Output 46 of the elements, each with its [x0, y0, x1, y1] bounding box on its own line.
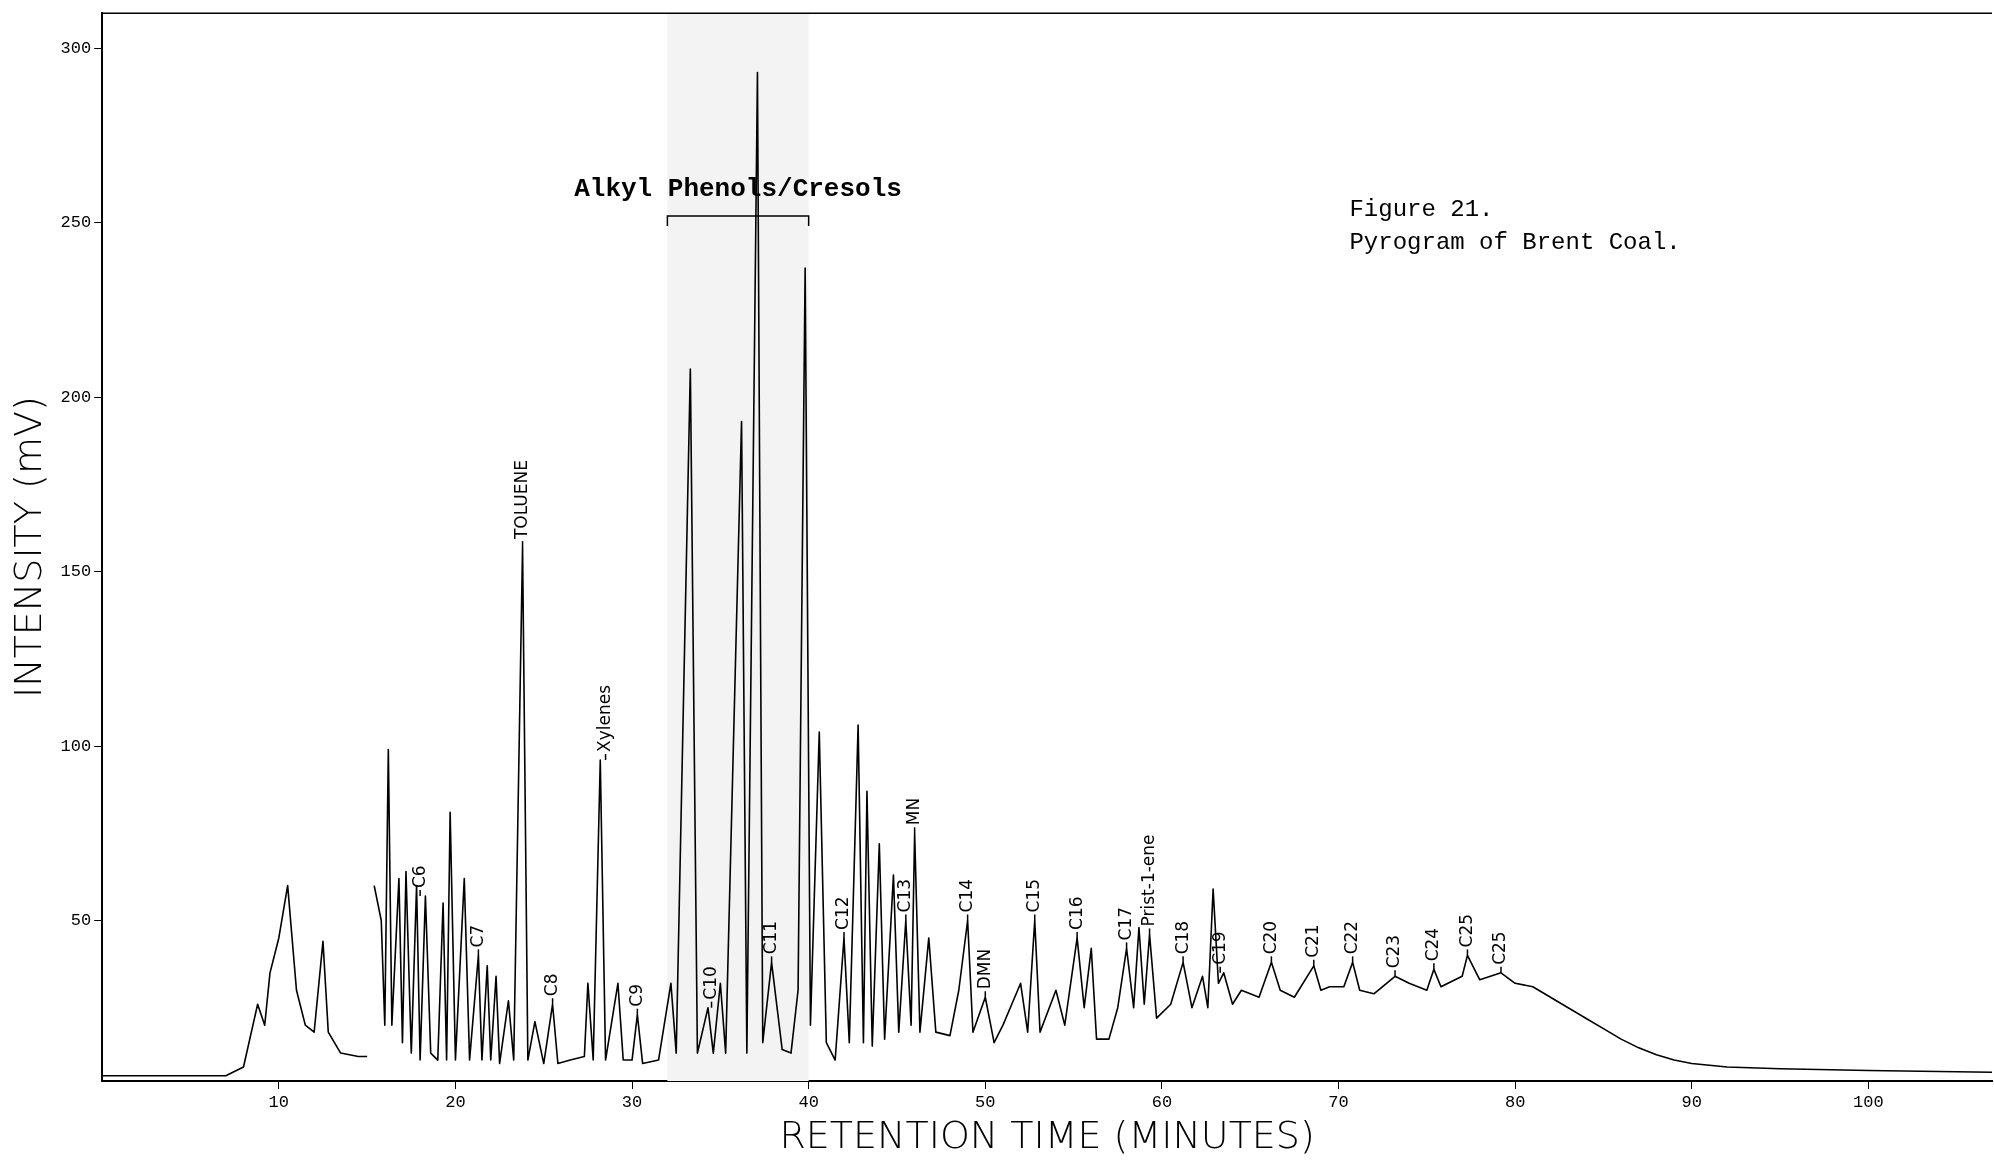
annotation: MN [903, 797, 924, 826]
annotation: C10 [699, 966, 720, 1000]
x-tick-label: 90 [1681, 1092, 1702, 1112]
annotation: DMN [973, 948, 994, 990]
annotation: C17 [1115, 906, 1135, 941]
annotation: C25 [1455, 913, 1476, 948]
x-tick-label: 100 [1853, 1092, 1884, 1112]
x-tick-label: 80 [1504, 1092, 1526, 1112]
x-tick-label: 70 [1328, 1092, 1349, 1112]
annotation: C23 [1383, 934, 1404, 969]
y-tick-label: 250 [60, 213, 92, 233]
annotation: C21 [1302, 924, 1323, 958]
annotation: C16 [1065, 896, 1086, 930]
x-axis-title: RETENTION TIME (MINUTES) [779, 1113, 1315, 1158]
annotation: C13 [894, 878, 915, 913]
text: Pyrogram of Brent Coal. [1349, 229, 1681, 257]
x-tick-label: 50 [975, 1092, 996, 1112]
annotation: C19 [1208, 931, 1229, 965]
annotation: C14 [956, 878, 977, 913]
annotation: C12 [832, 896, 853, 930]
annotation: C24 [1422, 927, 1443, 962]
x-tick-label: 20 [445, 1092, 466, 1112]
x-tick-label: 60 [1151, 1092, 1173, 1112]
annotation: C15 [1023, 878, 1044, 913]
y-axis-title: INTENSITY (mV) [5, 396, 50, 698]
annotation: C8 [541, 973, 561, 997]
x-tick-label: 40 [798, 1092, 819, 1112]
annotation: C6 [408, 865, 429, 889]
text: Figure 21. [1349, 196, 1494, 224]
y-tick-label: 300 [60, 38, 92, 58]
annotation: C25 [1489, 931, 1510, 965]
annotation: Xylenes [593, 684, 614, 752]
y-tick-label: 200 [60, 387, 92, 407]
y-tick-label: 150 [60, 562, 92, 582]
x-tick-label: 10 [268, 1092, 290, 1112]
y-tick-label: 100 [60, 736, 92, 756]
annotation: C20 [1259, 920, 1280, 955]
annotation: TOLUENE [510, 460, 531, 541]
annotation: C11 [760, 920, 780, 955]
annotation: C9 [625, 984, 646, 1007]
x-tick-label: 30 [621, 1092, 643, 1112]
annotation: Prist-1-ene [1137, 834, 1158, 927]
annotation: C22 [1341, 920, 1362, 955]
y-tick-label: 50 [70, 910, 92, 930]
annotation: C7 [466, 924, 487, 948]
annotation: C18 [1171, 920, 1192, 955]
